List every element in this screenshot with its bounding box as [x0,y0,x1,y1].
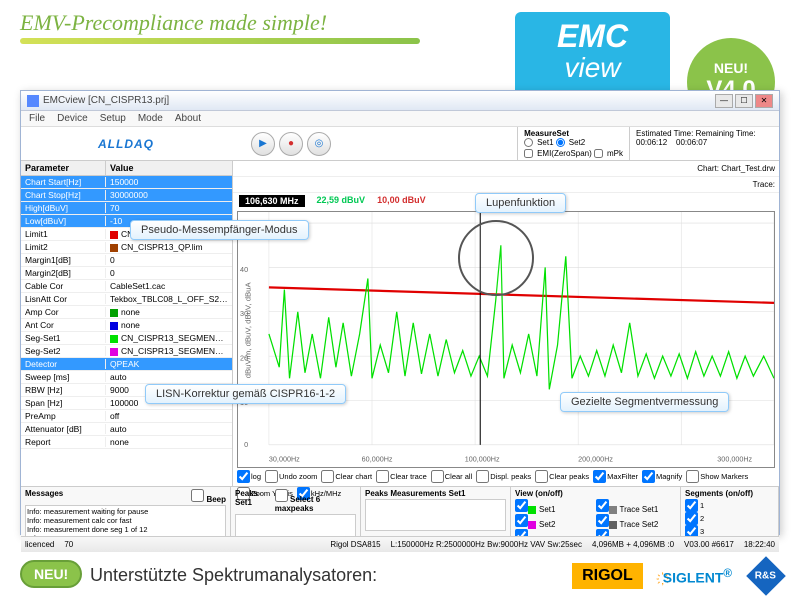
chart-ctrl-0[interactable]: log [237,470,261,483]
param-row[interactable]: Reportnone [21,436,232,449]
segment-check[interactable]: 1 [685,499,774,512]
param-row[interactable]: DetectorQPEAK [21,358,232,371]
param-row[interactable]: PreAmpoff [21,410,232,423]
peaks-set1-panel: Peaks Set1 Select 6 maxpeaks [231,487,361,536]
menu-device[interactable]: Device [57,113,88,124]
footer-text: Unterstützte Spektrumanalysatoren: [90,565,377,586]
param-row[interactable]: Ant Cornone [21,319,232,332]
svg-text:30,000Hz: 30,000Hz [269,454,300,463]
record-button[interactable]: ● [279,132,303,156]
svg-text:200,000Hz: 200,000Hz [578,454,613,463]
set1-radio[interactable]: ​Set1 [524,138,553,147]
beep-check[interactable]: Beep [191,489,226,504]
siglent-logo: ҉SIGLENT® [653,563,742,590]
chart-trace-label: Trace: [753,180,775,189]
view-panel: View (on/off) Set1Trace Set1Set2Trace Se… [511,487,681,536]
param-row[interactable]: Chart Start[Hz]150000 [21,176,232,189]
svg-text:0: 0 [244,440,248,449]
param-row[interactable]: Cable CorCableSet1.cac [21,280,232,293]
param-header-value: Value [106,161,232,175]
view-item[interactable]: Raw1 [515,529,596,536]
chart-ctrl-6[interactable]: Clear peaks [535,470,589,483]
rigol-logo: RIGOL [572,563,643,589]
segments-panel: Segments (on/off) 123456 [681,487,779,536]
param-row[interactable]: LisnAtt CorTekbox_TBLC08_L_OFF_S21_CISPR… [21,293,232,306]
view-item[interactable]: Trace Set1 [596,499,677,514]
chart-controls: log Undo zoom Clear chart Clear trace Clear … [233,470,779,486]
param-row[interactable]: Attenuator [dB]auto [21,423,232,436]
chart-svg: 504030 20100 30,000Hz60,000Hz 100,000Hz2… [238,212,774,467]
close-button[interactable]: ✕ [755,94,773,108]
menu-setup[interactable]: Setup [100,113,126,124]
peaks-meas-panel: Peaks Measurements Set1 [361,487,511,536]
app-window: EMCview [CN_CISPR13.prj] — ☐ ✕ File Devi… [20,90,780,535]
messages-panel: Messages Beep Info: measurement waiting … [21,487,231,536]
chart-ctrl-4[interactable]: Clear all [431,470,473,483]
chart-ctrl-1[interactable]: Undo zoom [265,470,317,483]
svg-text:300,000Hz: 300,000Hz [717,454,752,463]
param-row[interactable]: High[dBuV]70 [21,202,232,215]
sel6max-check[interactable]: Select 6 maxpeaks [275,489,356,513]
window-title: EMCview [CN_CISPR13.prj] [43,95,713,106]
callout-segment: Gezielte Segmentvermessung [560,392,729,412]
mpk-check[interactable]: ​mPk [594,149,623,158]
view-item[interactable]: Set2 [515,514,596,529]
chart-ctrl-3[interactable]: Clear trace [376,470,427,483]
menu-file[interactable]: File [29,113,45,124]
menubar: File Device Setup Mode About [21,111,779,127]
message-list[interactable]: Info: measurement waiting for pauseInfo:… [25,505,226,536]
chart-ctrl-9[interactable]: Show Markers [686,470,748,483]
svg-text:60,000Hz: 60,000Hz [362,454,393,463]
svg-text:100,000Hz: 100,000Hz [465,454,500,463]
param-header-name: Parameter [21,161,106,175]
param-row[interactable]: Amp Cornone [21,306,232,319]
set2-radio[interactable]: ​Set2 [556,138,585,147]
param-row[interactable]: Margin2[dB]0 [21,267,232,280]
time-panel: Estimated Time: Remaining Time: 00:06:12… [629,127,779,160]
menu-about[interactable]: About [175,113,201,124]
svg-text:40: 40 [240,265,248,274]
param-row[interactable]: Seg-Set2CN_CISPR13_SEGMENTS_QP.seg [21,345,232,358]
segment-check[interactable]: 2 [685,512,774,525]
param-row[interactable]: Seg-Set1CN_CISPR13_SEGMENTS_AVG.seg [21,332,232,345]
parameter-panel: Parameter Value Chart Start[Hz]150000Cha… [21,161,233,486]
callout-lisn: LISN-Korrektur gemäß CISPR16-1-2 [145,384,346,404]
param-row[interactable]: Chart Stop[Hz]30000000 [21,189,232,202]
footer-logos: RIGOL ҉SIGLENT® R&S [572,562,780,590]
param-row[interactable]: Limit2CN_CISPR13_QP.lim [21,241,232,254]
callout-pseudo: Pseudo-Messempfänger-Modus [130,220,309,240]
chart-ctrl-5[interactable]: Displ. peaks [476,470,531,483]
svg-text:dBuV/m, dBuV, dBuV, dBuA: dBuV/m, dBuV, dBuV, dBuA [244,282,253,378]
toolbar: ALLDAQ ▶ ● ◎ MeasureSet ​Set1 ​Set2 ​EMI… [21,127,779,161]
app-icon [27,95,39,107]
lower-panels: Messages Beep Info: measurement waiting … [21,486,779,536]
alldaq-logo: ALLDAQ [21,127,231,160]
target-button[interactable]: ◎ [307,132,331,156]
statusbar: licenced 70 Rigol DSA815 L:150000Hz R:25… [21,536,779,552]
view-item[interactable]: Margin1 [596,529,677,536]
param-row[interactable]: Sweep [ms]auto [21,371,232,384]
emi-check[interactable]: ​EMI(ZeroSpan) [524,149,592,158]
neu-badge-small: NEU! [20,560,82,588]
chart-ctrl-7[interactable]: MaxFilter [593,470,638,483]
measure-set-panel: MeasureSet ​Set1 ​Set2 ​EMI(ZeroSpan) ​m… [517,127,629,160]
chart-ctrl-2[interactable]: Clear chart [321,470,372,483]
titlebar[interactable]: EMCview [CN_CISPR13.prj] — ☐ ✕ [21,91,779,111]
chart-title: Chart: Chart_Test.drw [697,164,775,173]
maximize-button[interactable]: ☐ [735,94,753,108]
view-item[interactable]: Trace Set2 [596,514,677,529]
spectrum-chart[interactable]: 504030 20100 30,000Hz60,000Hz 100,000Hz2… [237,211,775,468]
chart-ctrl-8[interactable]: Magnify [642,470,682,483]
view-item[interactable]: Set1 [515,499,596,514]
segment-check[interactable]: 3 [685,525,774,536]
tagline-underline [20,38,420,44]
menu-mode[interactable]: Mode [138,113,163,124]
callout-lupen: Lupenfunktion [475,193,566,213]
param-row[interactable]: Margin1[dB]0 [21,254,232,267]
play-button[interactable]: ▶ [251,132,275,156]
minimize-button[interactable]: — [715,94,733,108]
rs-logo: R&S [746,556,786,596]
